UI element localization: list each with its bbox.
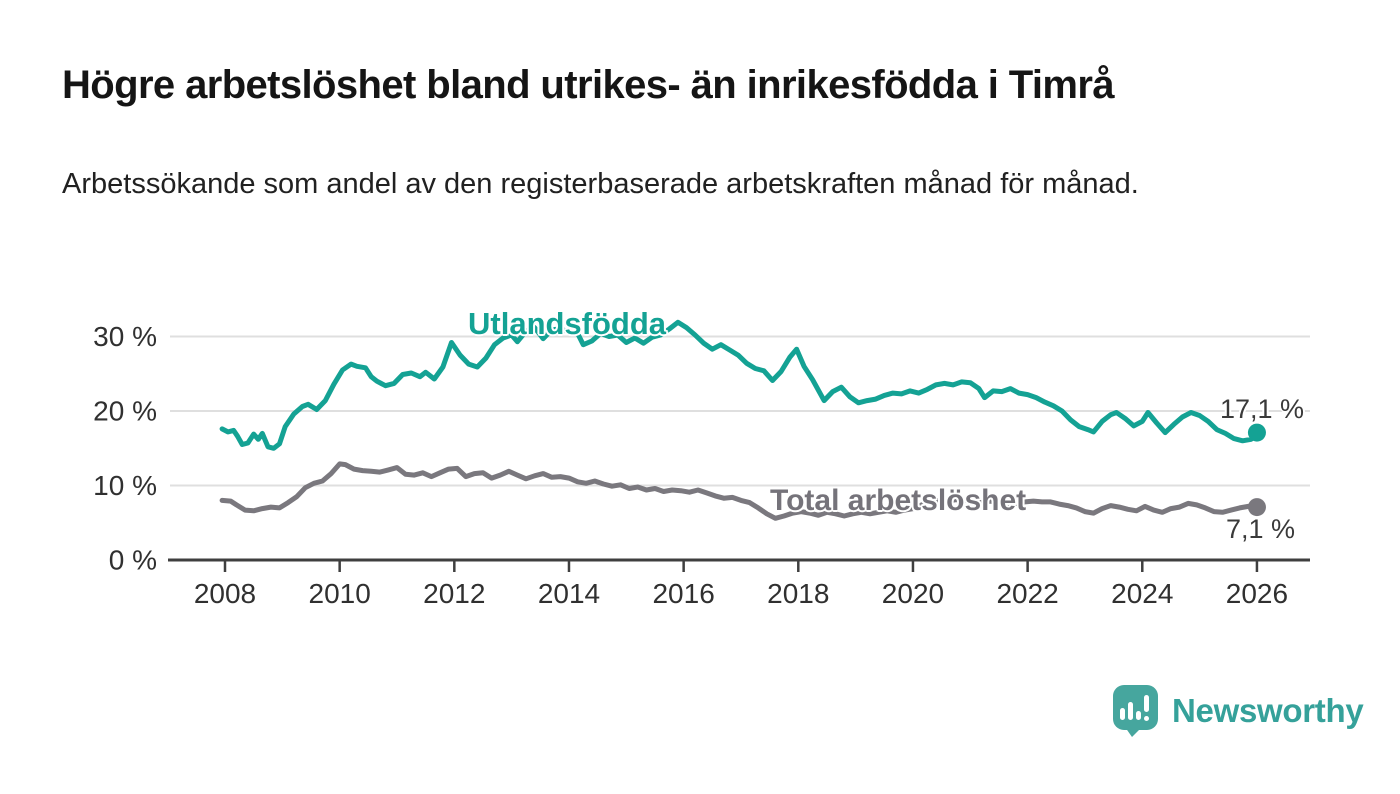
y-tick-label: 20 % [93, 396, 157, 427]
x-tick-label: 2016 [652, 578, 714, 609]
end-value-label-utlandsfodda: 17,1 % [1220, 394, 1305, 424]
end-value-label-total: 7,1 % [1226, 514, 1296, 544]
series-line-utlandsfodda [219, 319, 1260, 451]
x-tick-label: 2014 [538, 578, 600, 609]
chart-subtitle: Arbetssökande som andel av den registerb… [62, 168, 1139, 200]
newsworthy-logo: Newsworthy [1112, 684, 1364, 737]
series-label-utlandsfodda: Utlandsfödda [468, 306, 667, 341]
series-end-dot-utlandsfodda [1247, 423, 1266, 442]
x-tick-label: 2024 [1111, 578, 1173, 609]
x-tick-label: 2012 [423, 578, 485, 609]
x-tick-label: 2010 [309, 578, 371, 609]
series-line-total [219, 461, 1260, 521]
x-tick-label: 2026 [1226, 578, 1288, 609]
y-tick-label: 10 % [93, 470, 157, 501]
bar-chart-speech-bubble-icon [1113, 685, 1158, 737]
page-title: Högre arbetslöshet bland utrikes- än inr… [62, 63, 1115, 107]
logo-text: Newsworthy [1172, 691, 1364, 729]
series-label-total-arbetsloshet: Total arbetslöshet [770, 484, 1027, 517]
x-tick-label: 2008 [194, 578, 256, 609]
x-tick-label: 2022 [996, 578, 1058, 609]
y-tick-label: 0 % [109, 545, 157, 576]
x-tick-label: 2018 [767, 578, 829, 609]
y-tick-label: 30 % [93, 321, 157, 352]
x-tick-label: 2020 [882, 578, 944, 609]
